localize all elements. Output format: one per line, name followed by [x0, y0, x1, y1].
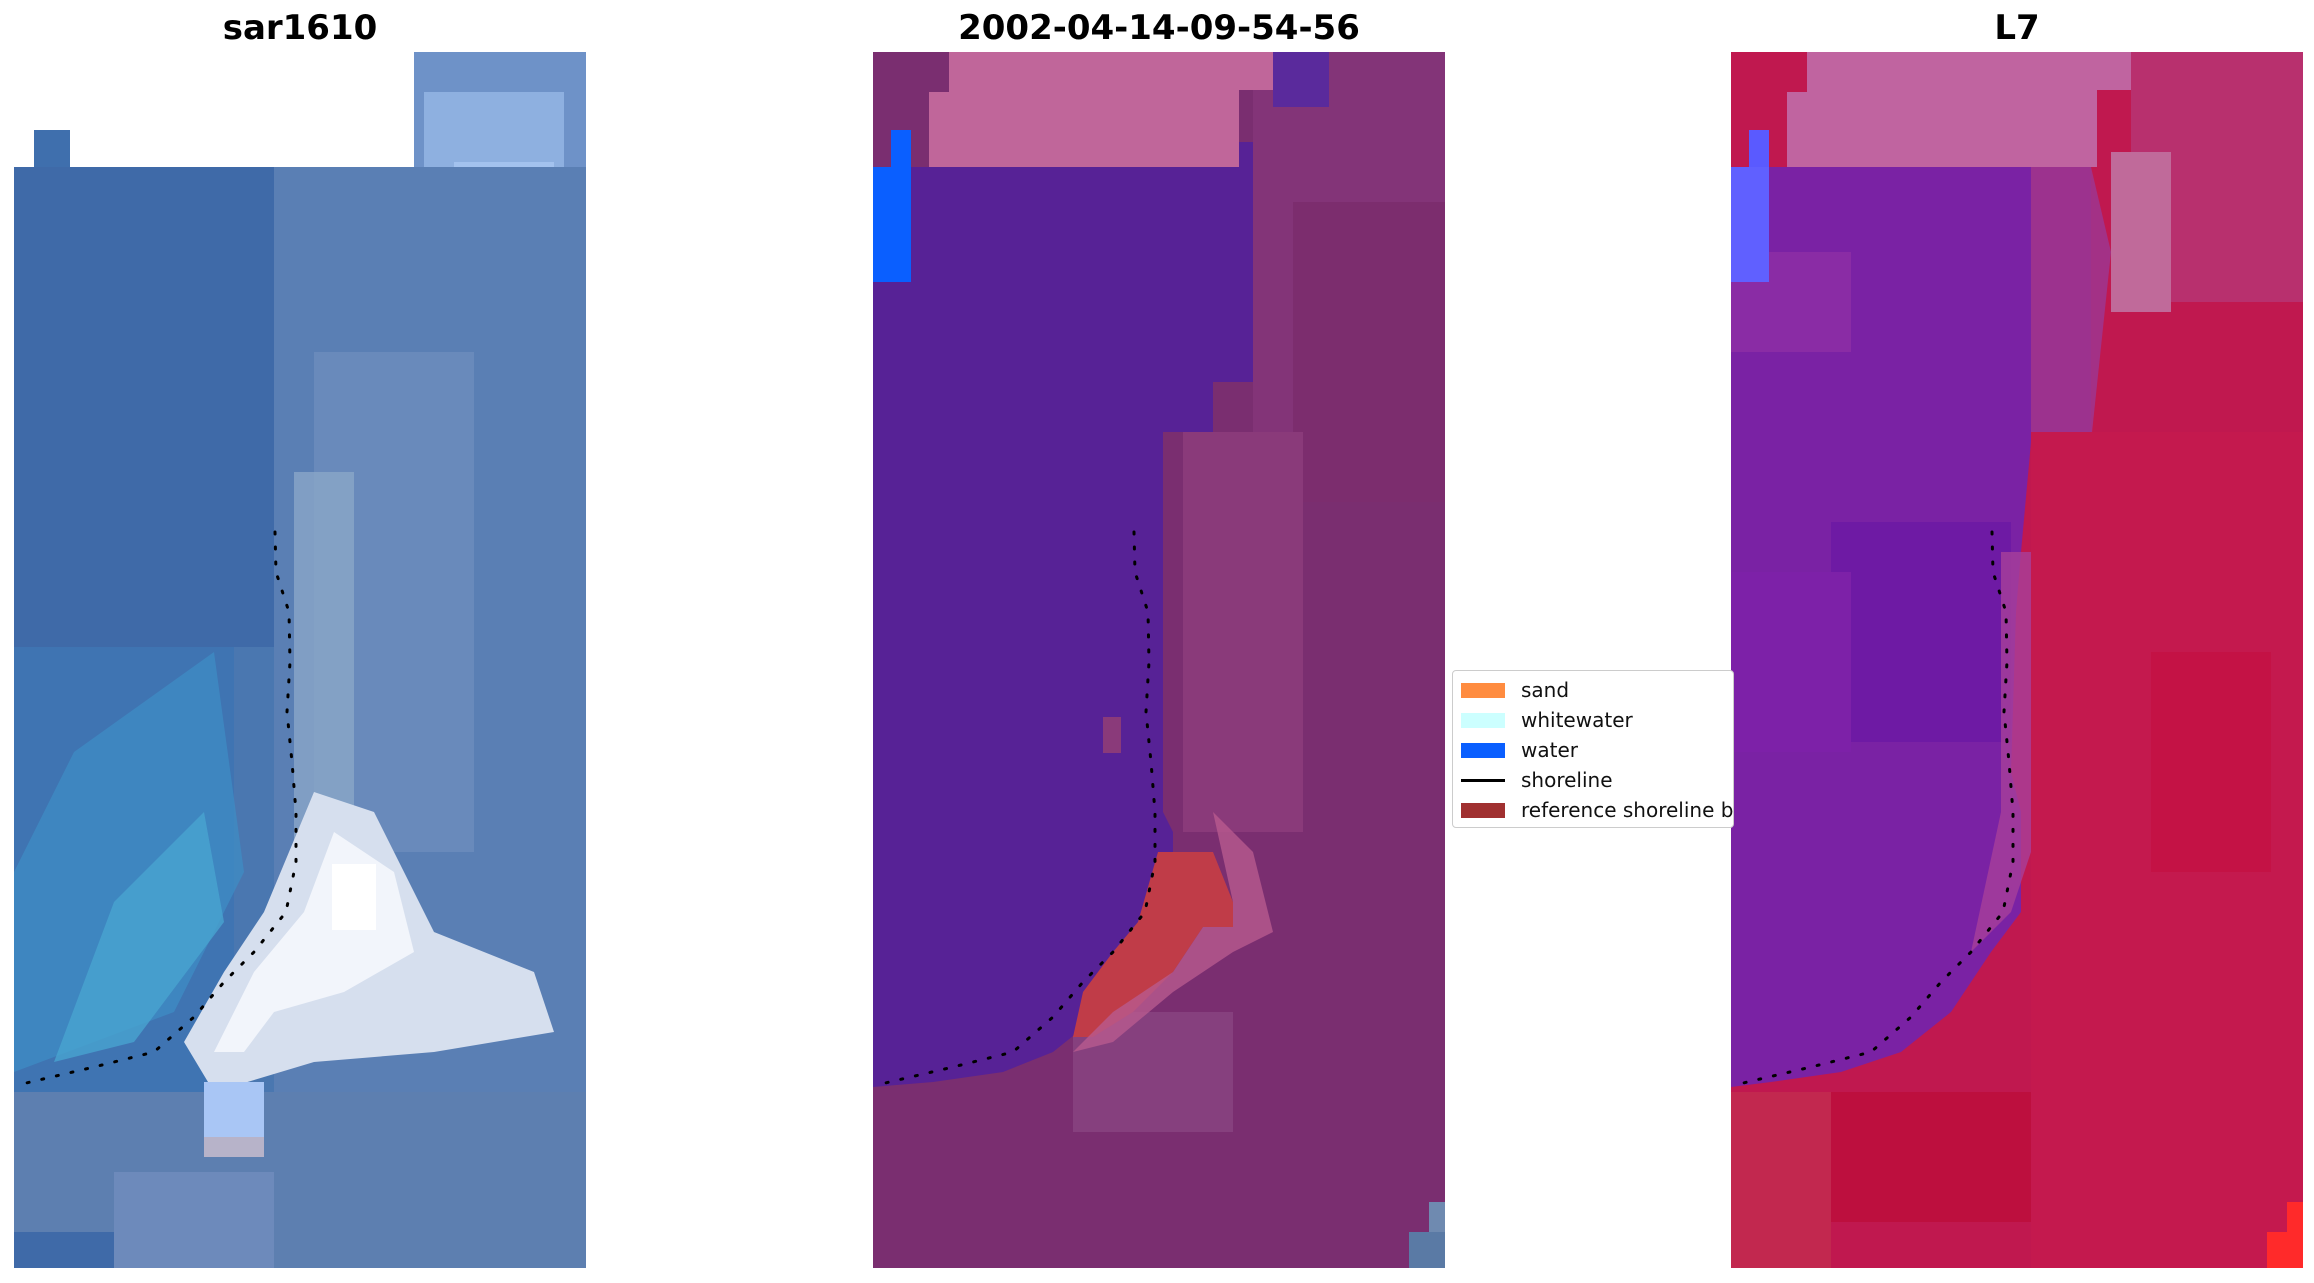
- panel-title-date: 2002-04-14-09-54-56: [958, 8, 1360, 48]
- panel-title-l7: L7: [1994, 8, 2040, 48]
- legend-label: sand: [1521, 678, 1570, 702]
- legend: sand whitewater water shoreline referenc…: [1452, 670, 1734, 828]
- shoreline-line: [20, 530, 298, 1086]
- l7-image-panel: [1731, 52, 2303, 1268]
- reference-shoreline-swatch: [1461, 803, 1505, 818]
- rgb-image: [14, 52, 586, 1268]
- shoreline-swatch: [1461, 779, 1505, 782]
- shoreline-line: [1737, 530, 2015, 1086]
- legend-label: water: [1521, 738, 1578, 762]
- rgb-image-panel: [14, 52, 586, 1268]
- legend-label: whitewater: [1521, 708, 1633, 732]
- panel-title-sar1610: sar1610: [222, 8, 378, 48]
- whitewater-swatch: [1461, 713, 1505, 728]
- water-swatch: [1461, 743, 1505, 758]
- classified-image-panel: [873, 52, 1445, 1268]
- shoreline-line: [879, 530, 1157, 1086]
- legend-label: shoreline: [1521, 768, 1613, 792]
- l7-image: [1731, 52, 2303, 1268]
- sand-swatch: [1461, 683, 1505, 698]
- legend-label: reference shoreline buffer: [1521, 798, 1734, 822]
- classified-image: [873, 52, 1445, 1268]
